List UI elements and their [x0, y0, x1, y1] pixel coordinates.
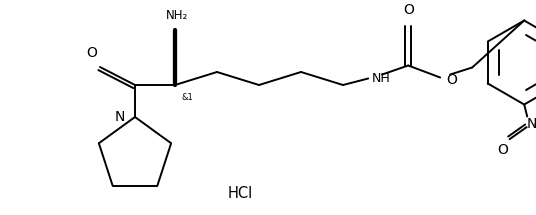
- Text: O: O: [403, 3, 414, 17]
- Text: HCl: HCl: [227, 186, 252, 201]
- Text: N: N: [527, 118, 536, 132]
- Text: NH: NH: [372, 72, 391, 85]
- Text: &1: &1: [181, 93, 193, 102]
- Text: NH₂: NH₂: [166, 9, 188, 22]
- Text: O: O: [86, 46, 98, 60]
- Text: O: O: [446, 72, 457, 86]
- Text: N: N: [115, 110, 125, 124]
- Text: O: O: [497, 143, 508, 157]
